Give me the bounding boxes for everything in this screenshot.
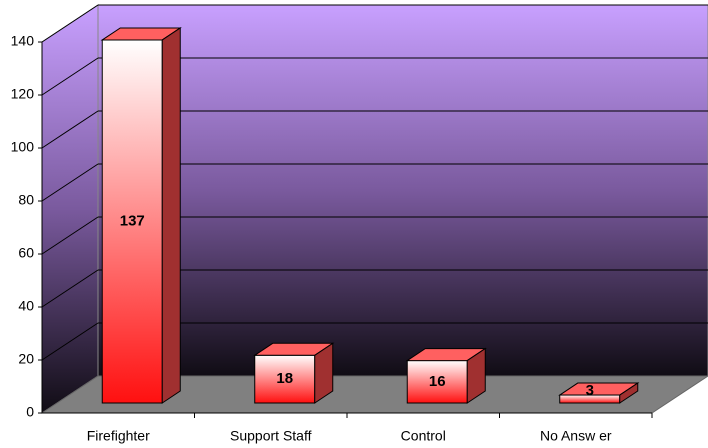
bar-side: [466, 347, 486, 404]
y-tick-label: 0: [26, 404, 34, 420]
grid-line: [41, 269, 99, 308]
y-tick-label: 120: [11, 86, 35, 102]
x-tick-label: Control: [401, 428, 446, 444]
grid-line: [41, 57, 99, 96]
y-tick-label: 60: [18, 245, 34, 261]
bar-side: [619, 382, 639, 404]
y-tick-label: 100: [11, 139, 35, 155]
grid-line: [41, 110, 99, 149]
y-tick-label: 20: [18, 351, 34, 367]
grid-line: [41, 163, 99, 202]
bar: [101, 39, 163, 404]
x-tick-label: Support Staff: [230, 428, 312, 444]
grid-line: [41, 216, 99, 255]
y-tick-label: 140: [11, 33, 35, 49]
value-label: 137: [120, 212, 145, 229]
value-label: 18: [276, 370, 293, 387]
y-tick-label: 80: [18, 192, 34, 208]
y-tick-label: 40: [18, 298, 34, 314]
grid-line: [41, 4, 99, 43]
value-label: 16: [429, 373, 446, 390]
grid-line: [41, 322, 99, 361]
bar-side: [314, 342, 334, 404]
x-tick-label: No Answ er: [540, 428, 612, 444]
x-tick-label: Firefighter: [87, 428, 150, 444]
side-wall: [41, 4, 99, 414]
back-wall: [97, 4, 708, 377]
value-label: 3: [586, 382, 594, 399]
bar-side: [161, 27, 181, 404]
